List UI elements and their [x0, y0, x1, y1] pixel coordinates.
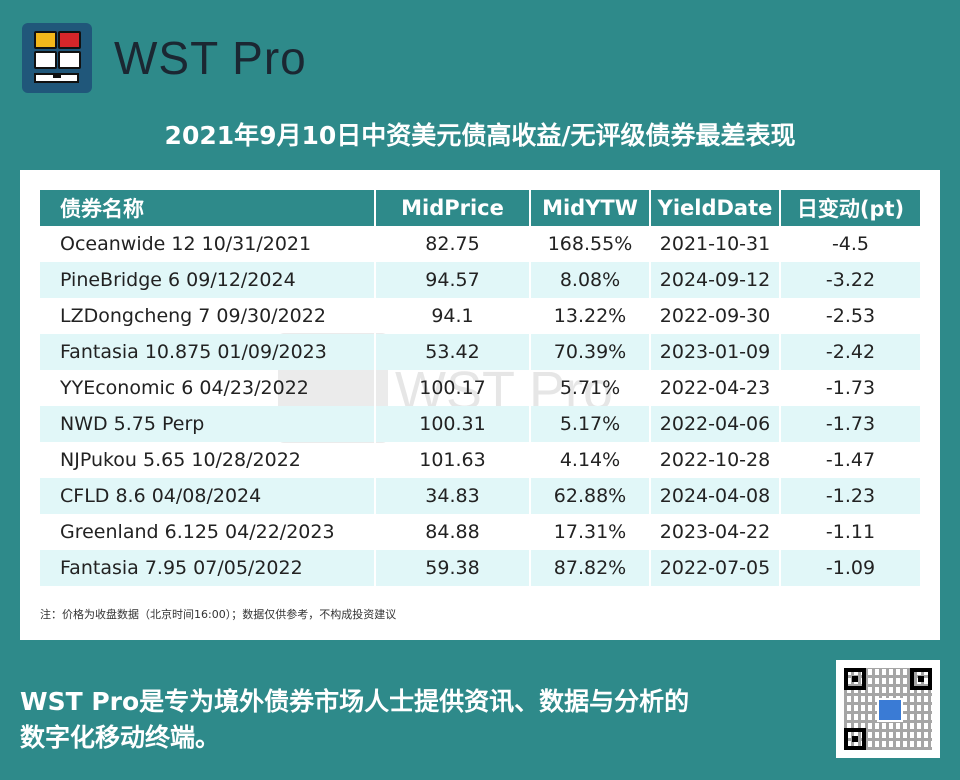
bond-name-cell: PineBridge 6 09/12/2024 — [40, 262, 375, 298]
table-cell: 70.39% — [529, 334, 650, 370]
table-cell: -1.73 — [779, 370, 920, 406]
table-cell: -1.09 — [779, 550, 920, 586]
table-cell: 34.83 — [374, 478, 530, 514]
table-cell: 168.55% — [529, 226, 650, 262]
header: WST Pro — [22, 22, 307, 94]
table-cell: 100.17 — [374, 370, 530, 406]
table-cell: 5.17% — [529, 406, 650, 442]
table-cell: 2023-04-22 — [649, 514, 780, 550]
table-cell: 94.1 — [374, 298, 530, 334]
table-row: YYEconomic 6 04/23/2022 100.17 5.71% 2022-0… — [40, 370, 920, 406]
table-cell: 62.88% — [529, 478, 650, 514]
table-cell: -1.11 — [779, 514, 920, 550]
table-cell: 82.75 — [374, 226, 530, 262]
table-cell: 13.22% — [529, 298, 650, 334]
qr-code-icon[interactable] — [836, 660, 940, 758]
table-row: Fantasia 7.95 07/05/2022 59.38 87.82% 2022-… — [40, 550, 920, 586]
table-cell: 2022-04-23 — [649, 370, 780, 406]
brand-name: WST Pro — [114, 32, 307, 84]
footer-text: WST Pro是专为境外债券市场人士提供资讯、数据与分析的 数字化移动终端。 — [20, 684, 800, 756]
table-panel: WST Pro 债券名称 MidPrice MidYTW YieldDate 日… — [20, 170, 940, 640]
column-header: 债券名称 — [40, 190, 375, 226]
table-cell: 2022-04-06 — [649, 406, 780, 442]
disclaimer-note: 注：价格为收盘数据（北京时间16:00）；数据仅供参考，不构成投资建议 — [40, 608, 397, 621]
table-cell: 5.71% — [529, 370, 650, 406]
table-cell: 17.31% — [529, 514, 650, 550]
bond-name-cell: YYEconomic 6 04/23/2022 — [60, 377, 309, 399]
table-cell: 100.31 — [374, 406, 530, 442]
footer-line: 数字化移动终端。 — [20, 723, 221, 752]
bond-table: 债券名称 MidPrice MidYTW YieldDate 日变动(pt) O… — [40, 190, 920, 586]
bond-name-cell: NWD 5.75 Perp — [40, 406, 375, 442]
table-cell: 87.82% — [529, 550, 650, 586]
table-row: LZDongcheng 7 09/30/2022 94.1 13.22% 2022-0… — [40, 298, 920, 334]
bond-name-cell: Fantasia 10.875 01/09/2023 — [40, 334, 375, 370]
table-cell: -2.53 — [779, 298, 920, 334]
table-cell: 2022-09-30 — [649, 298, 780, 334]
table-row: Oceanwide 12 10/31/2021 82.75 168.55% 2021-… — [40, 226, 920, 262]
table-cell: 2023-01-09 — [649, 334, 780, 370]
table-cell: 2022-10-28 — [649, 442, 780, 478]
table-cell: -1.73 — [779, 406, 920, 442]
table-cell: 2021-10-31 — [649, 226, 780, 262]
footer-line: WST Pro是专为境外债券市场人士提供资讯、数据与分析的 — [20, 687, 690, 716]
table-row: NJPukou 5.65 10/28/2022 101.63 4.14% 2022-1… — [40, 442, 920, 478]
column-header: 日变动(pt) — [779, 190, 920, 226]
table-row: NWD 5.75 Perp 100.31 5.17% 2022-04-06 -1.73 — [40, 406, 920, 442]
bond-name-cell: Oceanwide 12 10/31/2021 — [60, 233, 312, 255]
table-cell: 53.42 — [374, 334, 530, 370]
column-header: MidPrice — [374, 190, 530, 226]
table-cell: -2.42 — [779, 334, 920, 370]
bond-name-cell: CFLD 8.6 04/08/2024 — [40, 478, 375, 514]
bond-name-cell: Fantasia 7.95 07/05/2022 — [40, 550, 375, 586]
table-row: PineBridge 6 09/12/2024 94.57 8.08% 2024-09… — [40, 262, 920, 298]
table-cell: 59.38 — [374, 550, 530, 586]
wst-logo-icon — [22, 23, 92, 93]
bond-name-cell: NJPukou 5.65 10/28/2022 — [60, 449, 301, 471]
page-title: 2021年9月10日中资美元债高收益/无评级债券最差表现 — [164, 121, 796, 150]
table-cell: 8.08% — [529, 262, 650, 298]
table-row: Greenland 6.125 04/22/2023 84.88 17.31% 202… — [40, 514, 920, 550]
table-cell: -1.23 — [779, 478, 920, 514]
table-row: Fantasia 10.875 01/09/2023 53.42 70.39% 202… — [40, 334, 920, 370]
table-row: CFLD 8.6 04/08/2024 34.83 62.88% 2024-04-08… — [40, 478, 920, 514]
bond-name-cell: Greenland 6.125 04/22/2023 — [60, 521, 335, 543]
table-header-row: 债券名称 MidPrice MidYTW YieldDate 日变动(pt) — [40, 190, 920, 226]
column-header: YieldDate — [649, 190, 780, 226]
table-cell: -4.5 — [779, 226, 920, 262]
table-cell: 94.57 — [374, 262, 530, 298]
table-cell: 84.88 — [374, 514, 530, 550]
bond-name-cell: LZDongcheng 7 09/30/2022 — [60, 305, 326, 327]
table-cell: -3.22 — [779, 262, 920, 298]
table-cell: 2022-07-05 — [649, 550, 780, 586]
table-cell: 101.63 — [374, 442, 530, 478]
table-cell: 2024-04-08 — [649, 478, 780, 514]
table-cell: 4.14% — [529, 442, 650, 478]
table-cell: 2024-09-12 — [649, 262, 780, 298]
table-cell: -1.47 — [779, 442, 920, 478]
column-header: MidYTW — [529, 190, 650, 226]
